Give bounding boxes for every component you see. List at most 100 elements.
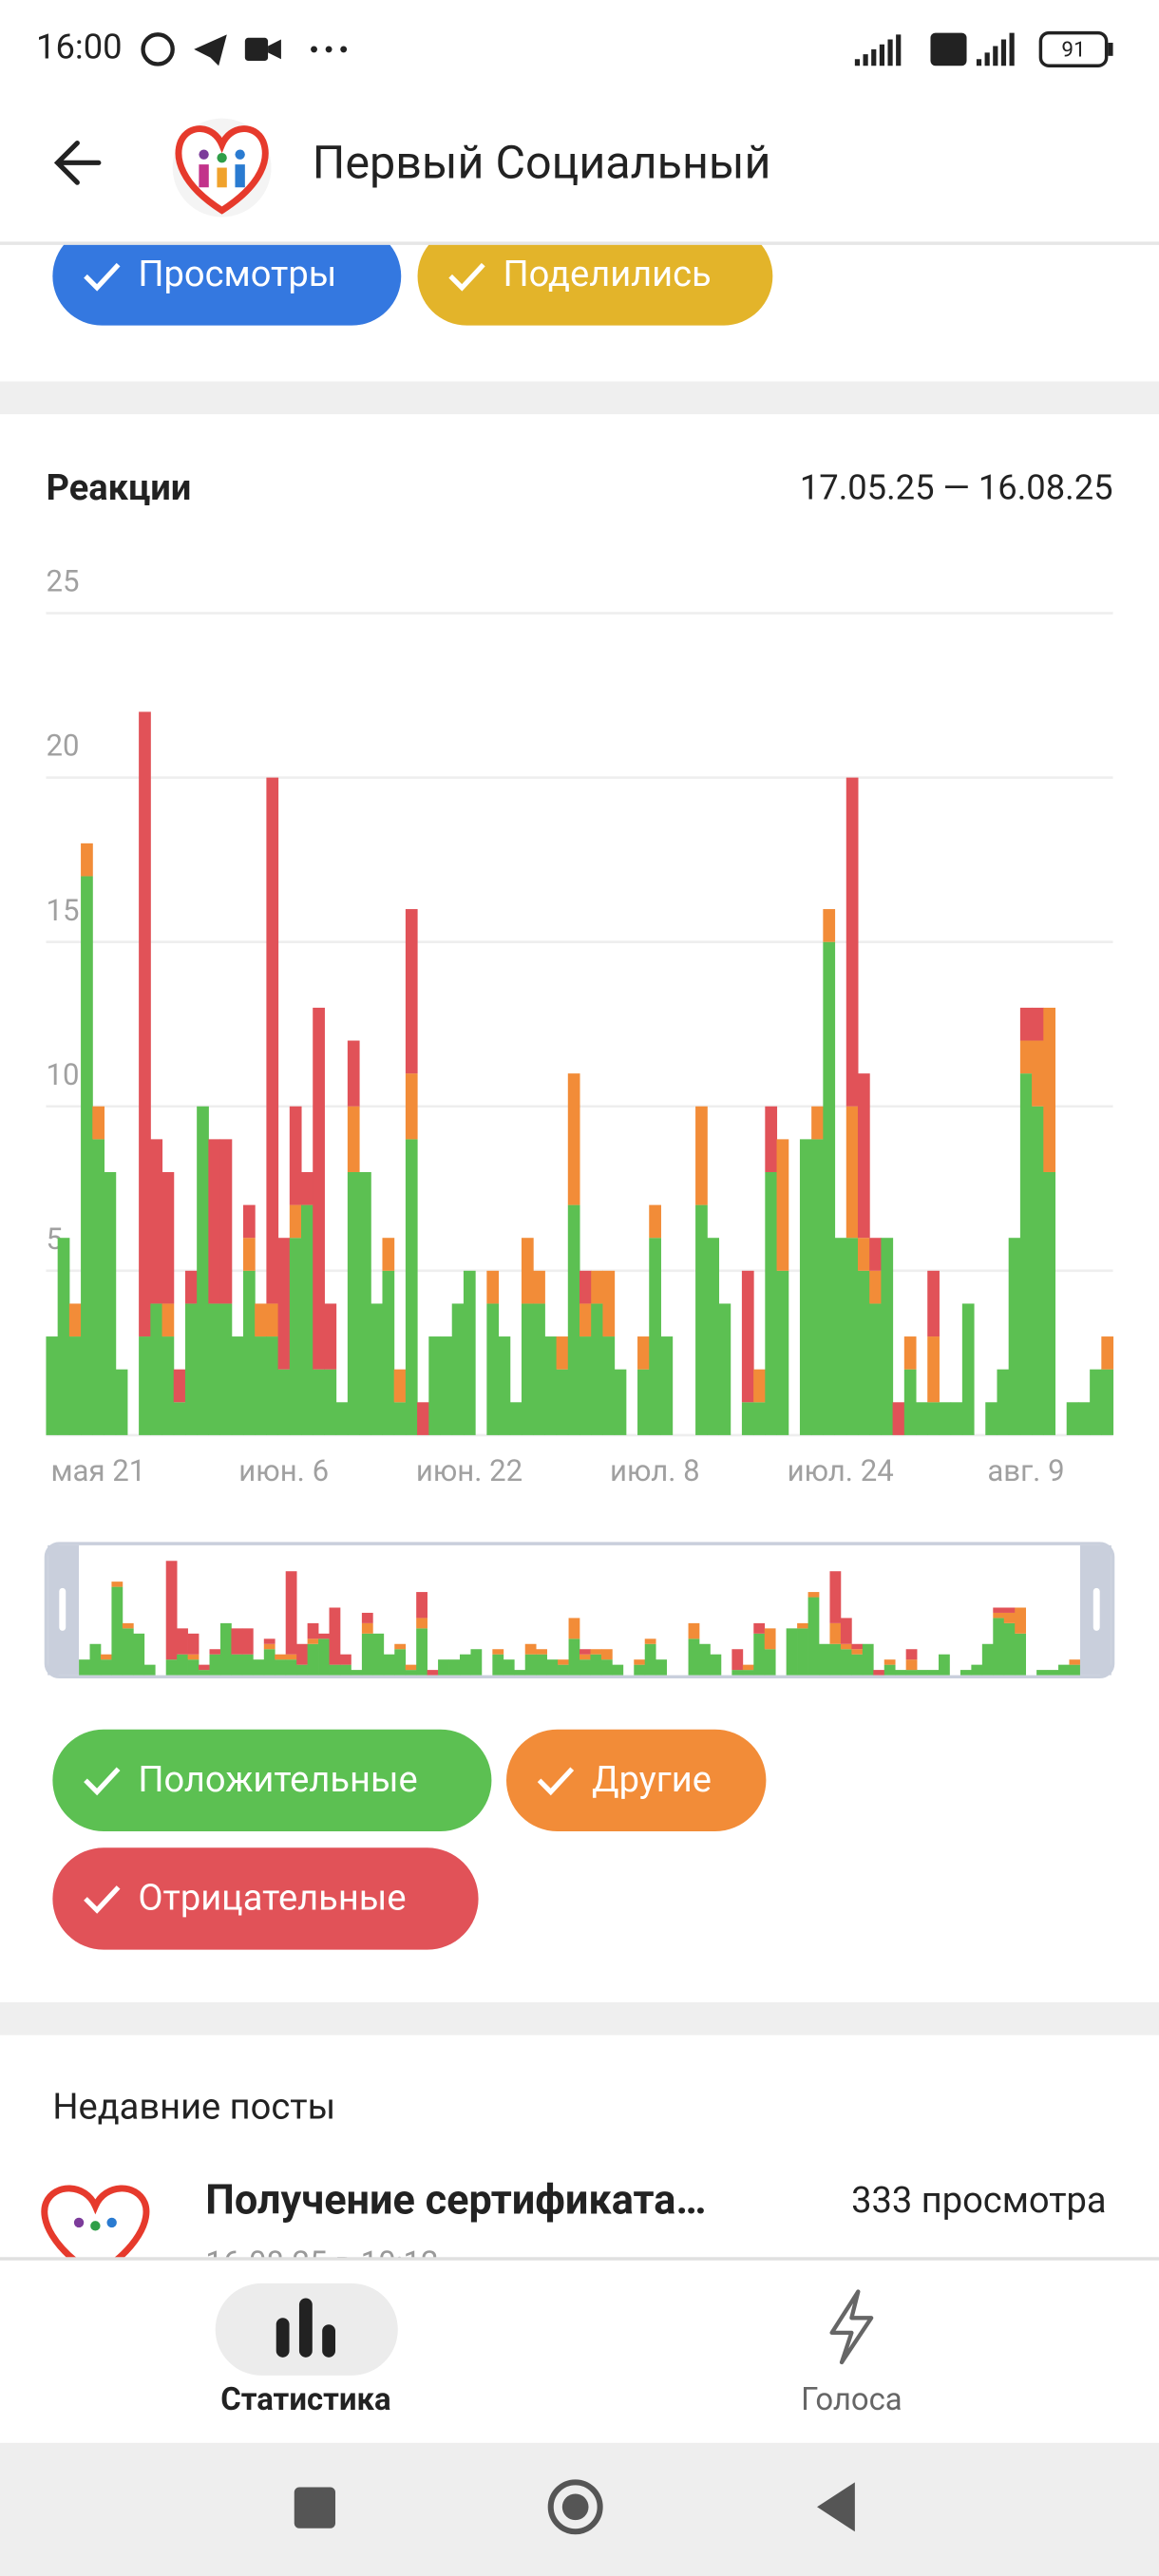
overview-bar-segment bbox=[307, 1638, 319, 1644]
overview-bar-segment bbox=[405, 1670, 417, 1676]
bar-segment bbox=[823, 909, 836, 942]
overview-bar-segment bbox=[79, 1659, 90, 1676]
overview-bar-segment bbox=[1015, 1633, 1027, 1676]
bar-segment bbox=[1101, 1336, 1114, 1370]
overview-bar-segment bbox=[416, 1618, 428, 1629]
bar-segment bbox=[370, 1303, 383, 1435]
bar-segment bbox=[405, 1073, 418, 1140]
bar-segment bbox=[857, 1073, 870, 1239]
legend-chip[interactable] bbox=[52, 1847, 479, 1950]
y-tick-label: 10 bbox=[46, 1057, 79, 1092]
chart-title: Реакции bbox=[46, 467, 191, 509]
overview-bar-segment bbox=[329, 1607, 341, 1665]
bar-segment bbox=[313, 1369, 325, 1435]
check-icon bbox=[537, 1767, 575, 1796]
post-date-clip: 16.08.25 в 10:12 bbox=[205, 2245, 438, 2282]
overview-bar-segment bbox=[416, 1628, 428, 1676]
bar-segment bbox=[150, 1139, 163, 1304]
bar-segment bbox=[347, 1171, 360, 1435]
overview-bar-segment bbox=[644, 1638, 656, 1644]
bar-segment bbox=[916, 1402, 928, 1435]
bar-segment bbox=[405, 1139, 418, 1435]
overview-bar-segment bbox=[459, 1654, 471, 1676]
bar-segment bbox=[393, 1402, 407, 1435]
bar-segment bbox=[834, 1238, 847, 1435]
chip-shared[interactable] bbox=[417, 226, 773, 326]
chip-views[interactable] bbox=[52, 226, 402, 326]
bar-segment bbox=[104, 1171, 117, 1435]
overview-bar-segment bbox=[253, 1659, 265, 1676]
bar-segment bbox=[811, 1106, 824, 1140]
status-time: 16:00 bbox=[36, 27, 122, 67]
overview-bar-segment bbox=[742, 1670, 754, 1676]
overview-bar-segment bbox=[764, 1649, 776, 1676]
bar-segment bbox=[440, 1336, 453, 1435]
legend-chip[interactable] bbox=[505, 1729, 767, 1831]
bar-segment bbox=[68, 1336, 82, 1435]
bar-segment bbox=[939, 1402, 952, 1435]
bar-segment bbox=[741, 1270, 754, 1403]
overview-bar-segment bbox=[285, 1659, 297, 1676]
overview-bar-segment bbox=[361, 1622, 373, 1634]
bar-segment bbox=[335, 1402, 349, 1435]
overview-bar-segment bbox=[187, 1659, 200, 1676]
overview-bar-segment bbox=[558, 1659, 569, 1665]
bar-segment bbox=[115, 1369, 128, 1435]
bar-segment bbox=[580, 1303, 592, 1337]
overview-bar-segment bbox=[971, 1664, 983, 1676]
bar-segment bbox=[776, 1270, 789, 1435]
bar-segment bbox=[846, 777, 859, 1107]
overview-bar-segment bbox=[753, 1622, 766, 1634]
nav-label[interactable]: Статистика bbox=[220, 2381, 390, 2418]
overview-bar-segment bbox=[416, 1592, 428, 1619]
overview-bar-segment bbox=[829, 1643, 842, 1676]
y-tick-label: 20 bbox=[46, 729, 79, 764]
overview-bar-segment bbox=[840, 1649, 852, 1676]
header-bg bbox=[0, 0, 1159, 244]
overview-bar-segment bbox=[275, 1659, 287, 1676]
overview-bar-segment bbox=[1069, 1659, 1081, 1665]
bar-segment bbox=[997, 1369, 1010, 1435]
bar-segment bbox=[602, 1336, 616, 1435]
overview-bar-segment bbox=[187, 1654, 200, 1660]
bar-segment bbox=[382, 1238, 395, 1271]
date-range[interactable]: 17.05.25 — 16.08.25 bbox=[800, 466, 1113, 507]
overview-bar-segment bbox=[960, 1670, 972, 1676]
bar-segment bbox=[521, 1303, 534, 1435]
nav-label[interactable]: Голоса bbox=[801, 2381, 902, 2418]
legend-label: Отрицательные bbox=[138, 1878, 406, 1920]
post-date: 16.08.25 в 10:12 bbox=[205, 2245, 438, 2282]
bar-segment bbox=[92, 1106, 105, 1140]
legend-chip[interactable] bbox=[52, 1729, 492, 1831]
bar-segment bbox=[857, 1238, 870, 1271]
overview-bar-segment bbox=[819, 1643, 830, 1676]
bar-segment bbox=[208, 1139, 221, 1304]
bar-segment bbox=[961, 1303, 975, 1435]
overview-bar-segment bbox=[503, 1659, 515, 1676]
bar-segment bbox=[602, 1270, 616, 1337]
stats-icon bbox=[276, 2298, 336, 2358]
overview-bar-segment bbox=[753, 1633, 766, 1676]
overview-bar-segment bbox=[536, 1649, 547, 1655]
overview-bar-segment bbox=[939, 1654, 950, 1676]
overview-bar-segment bbox=[177, 1628, 188, 1655]
overview-bar-segment bbox=[263, 1638, 276, 1644]
overview-bar-segment bbox=[89, 1643, 102, 1676]
overview-bar-segment bbox=[699, 1643, 711, 1676]
bar-segment bbox=[289, 1204, 302, 1239]
bar-segment bbox=[382, 1270, 395, 1435]
bar-segment bbox=[927, 1336, 940, 1403]
back-nav-button[interactable] bbox=[817, 2482, 855, 2532]
overview-bar-segment bbox=[318, 1638, 330, 1676]
bar-segment bbox=[301, 1171, 314, 1205]
bar-segment bbox=[985, 1402, 998, 1435]
home-button[interactable] bbox=[547, 2479, 603, 2535]
back-button[interactable] bbox=[53, 140, 102, 185]
post-title[interactable]: Получение сертификата… bbox=[205, 2176, 706, 2225]
channel-logo bbox=[172, 118, 272, 218]
bar-segment bbox=[799, 1139, 812, 1435]
recents-button[interactable] bbox=[294, 2487, 336, 2529]
overview-bar-segment bbox=[808, 1597, 820, 1676]
reactions-chart: Реакции 17.05.25 — 16.08.25 0510152025ма… bbox=[44, 466, 1115, 1679]
